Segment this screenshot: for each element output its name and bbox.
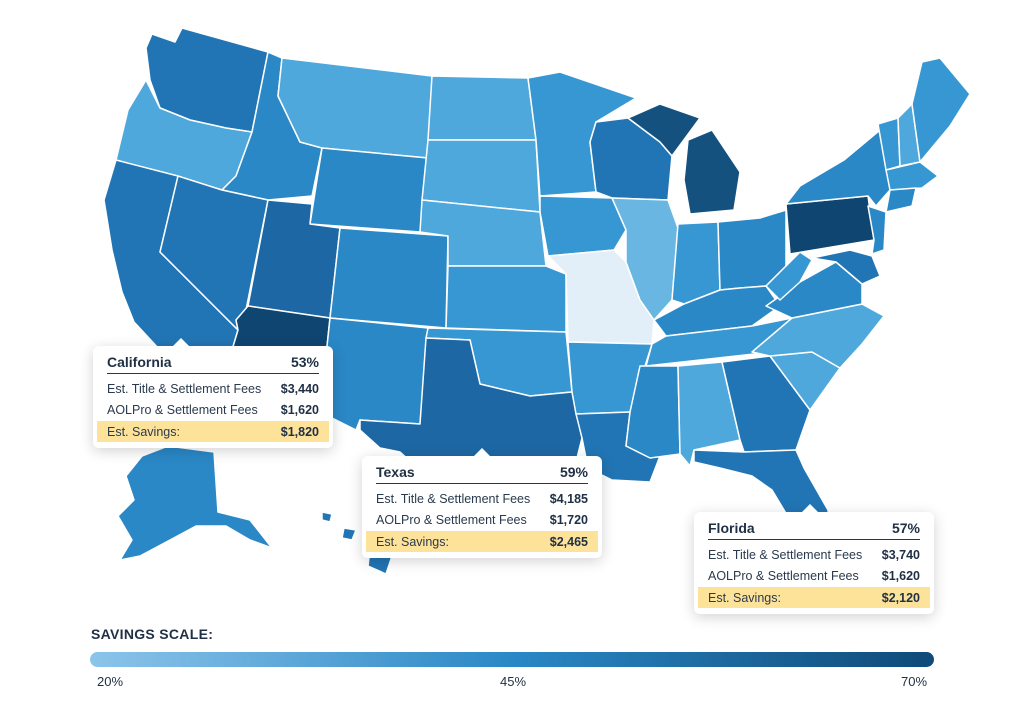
callout-header: Florida 57% bbox=[708, 520, 920, 540]
savings-value: $1,820 bbox=[280, 424, 319, 439]
savings-scale-title: SAVINGS SCALE: bbox=[91, 626, 214, 642]
callout-state-name: Florida bbox=[708, 520, 755, 536]
state-hawaii-1[interactable] bbox=[321, 511, 333, 523]
state-maryland[interactable] bbox=[811, 249, 881, 285]
title-fees-value: $3,440 bbox=[280, 381, 319, 396]
title-fees-row: Est. Title & Settlement Fees $4,185 bbox=[366, 488, 598, 509]
florida-callout: Florida 57% Est. Title & Settlement Fees… bbox=[694, 504, 934, 614]
title-fees-label: Est. Title & Settlement Fees bbox=[376, 491, 531, 506]
aolpro-fees-label: AOLPro & Settlement Fees bbox=[107, 402, 258, 417]
state-maine[interactable] bbox=[911, 57, 971, 163]
state-wyoming[interactable] bbox=[309, 147, 429, 233]
callout-header: Texas 59% bbox=[376, 464, 588, 484]
title-fees-label: Est. Title & Settlement Fees bbox=[708, 547, 863, 562]
state-hawaii-2[interactable] bbox=[341, 527, 357, 541]
callout-state-name: Texas bbox=[376, 464, 415, 480]
title-fees-row: Est. Title & Settlement Fees $3,440 bbox=[97, 378, 329, 399]
state-massachusetts[interactable] bbox=[885, 161, 939, 191]
savings-value: $2,120 bbox=[881, 590, 920, 605]
savings-label: Est. Savings: bbox=[107, 424, 180, 439]
title-fees-value: $4,185 bbox=[549, 491, 588, 506]
aolpro-fees-row: AOLPro & Settlement Fees $1,620 bbox=[97, 399, 329, 420]
california-callout: California 53% Est. Title & Settlement F… bbox=[93, 338, 333, 448]
title-fees-row: Est. Title & Settlement Fees $3,740 bbox=[698, 544, 930, 565]
aolpro-fees-value: $1,620 bbox=[881, 568, 920, 583]
aolpro-fees-label: AOLPro & Settlement Fees bbox=[708, 568, 859, 583]
savings-scale-bar bbox=[90, 652, 934, 667]
title-fees-value: $3,740 bbox=[881, 547, 920, 562]
texas-callout: Texas 59% Est. Title & Settlement Fees $… bbox=[362, 448, 602, 558]
aolpro-fees-label: AOLPro & Settlement Fees bbox=[376, 512, 527, 527]
savings-row: Est. Savings: $2,120 bbox=[698, 587, 930, 608]
state-new-jersey[interactable] bbox=[867, 205, 887, 255]
state-indiana[interactable] bbox=[671, 221, 721, 305]
state-connecticut[interactable] bbox=[885, 187, 917, 213]
scale-mid-label: 45% bbox=[500, 674, 527, 689]
savings-value: $2,465 bbox=[549, 534, 588, 549]
callout-state-name: California bbox=[107, 354, 172, 370]
state-pennsylvania[interactable] bbox=[785, 195, 875, 255]
savings-row: Est. Savings: $2,465 bbox=[366, 531, 598, 552]
state-michigan[interactable] bbox=[627, 103, 741, 215]
aolpro-fees-value: $1,620 bbox=[280, 402, 319, 417]
state-west-virginia[interactable] bbox=[765, 251, 813, 301]
state-montana[interactable] bbox=[277, 57, 433, 159]
callout-percent: 59% bbox=[559, 464, 588, 480]
aolpro-fees-row: AOLPro & Settlement Fees $1,720 bbox=[366, 509, 598, 530]
aolpro-fees-value: $1,720 bbox=[549, 512, 588, 527]
state-new-york[interactable] bbox=[785, 129, 891, 207]
state-kansas[interactable] bbox=[445, 265, 567, 333]
callout-percent: 53% bbox=[290, 354, 319, 370]
savings-label: Est. Savings: bbox=[708, 590, 781, 605]
state-iowa[interactable] bbox=[539, 195, 627, 257]
savings-row: Est. Savings: $1,820 bbox=[97, 421, 329, 442]
state-alaska[interactable] bbox=[117, 445, 273, 561]
aolpro-fees-row: AOLPro & Settlement Fees $1,620 bbox=[698, 565, 930, 586]
state-new-mexico[interactable] bbox=[319, 317, 429, 431]
savings-label: Est. Savings: bbox=[376, 534, 449, 549]
title-fees-label: Est. Title & Settlement Fees bbox=[107, 381, 262, 396]
state-colorado[interactable] bbox=[329, 227, 449, 329]
scale-max-label: 70% bbox=[901, 674, 928, 689]
callout-percent: 57% bbox=[891, 520, 920, 536]
scale-min-label: 20% bbox=[97, 674, 124, 689]
callout-header: California 53% bbox=[107, 354, 319, 374]
state-north-dakota[interactable] bbox=[427, 75, 537, 141]
